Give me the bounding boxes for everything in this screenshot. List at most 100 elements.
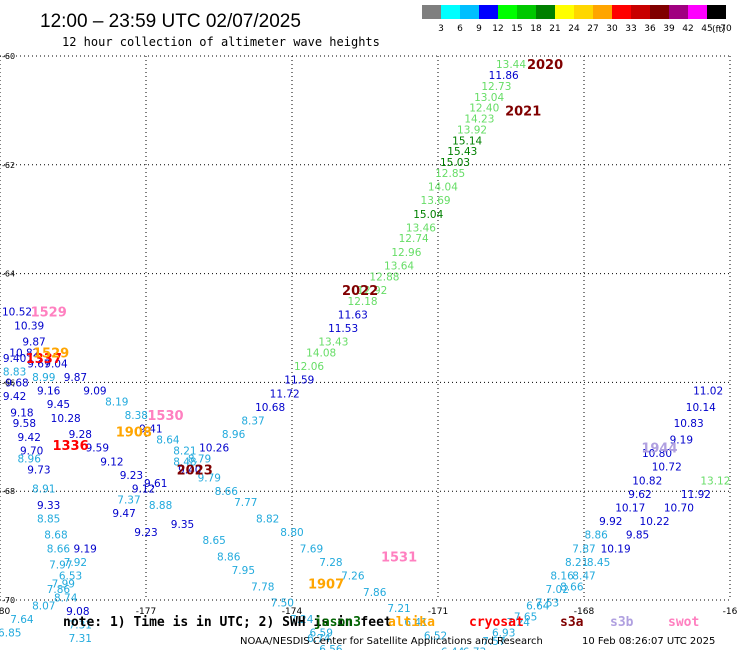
wave-height-point: 9.59 bbox=[86, 443, 109, 455]
wave-height-point: 12.85 bbox=[435, 168, 465, 180]
wave-height-point: 14.08 bbox=[306, 347, 336, 359]
legend-label: 33 bbox=[625, 24, 636, 34]
wave-height-point: 9.23 bbox=[134, 527, 157, 539]
wave-height-point: 7.99 bbox=[52, 579, 75, 591]
satellite-label: jason3 bbox=[314, 615, 361, 630]
wave-height-point: 10.14 bbox=[686, 402, 716, 414]
wave-height-point: 6.59 bbox=[310, 628, 333, 640]
wave-height-point: 8.48 bbox=[173, 456, 196, 468]
time-label: 1529 bbox=[33, 346, 69, 361]
wave-height-point: 9.35 bbox=[171, 519, 194, 531]
wave-height-point: 8.74 bbox=[54, 592, 78, 604]
wave-height-point: 8.66 bbox=[215, 486, 239, 498]
wave-height-point: 9.87 bbox=[22, 337, 45, 349]
wave-height-point: 9.70 bbox=[20, 445, 43, 457]
wave-height-point: 8.37 bbox=[241, 415, 264, 427]
wave-height-point: 13.44 bbox=[496, 59, 526, 71]
legend-label: 45 bbox=[701, 24, 712, 34]
legend-label: 39 bbox=[663, 24, 675, 34]
legend-unit: (ft) bbox=[712, 25, 726, 35]
wave-height-point: 8.65 bbox=[202, 535, 225, 547]
legend-label: 3 bbox=[438, 24, 444, 34]
y-tick-label: -60 bbox=[2, 52, 15, 61]
wave-height-point: 6.53 bbox=[59, 571, 82, 583]
wave-height-point: 10.22 bbox=[640, 516, 670, 528]
tick-labels: -180 -177 -174 -171 -168 -16 -60 -62 -64 -66 -68 -7… bbox=[0, 52, 738, 617]
time-label: 1944 bbox=[641, 442, 677, 457]
wave-height-point: 7.26 bbox=[341, 571, 365, 583]
legend-label: 15 bbox=[511, 24, 522, 34]
y-tick-label: -68 bbox=[2, 487, 15, 496]
legend-swatch bbox=[707, 5, 726, 19]
chart-title: 12:00 – 23:59 UTC 02/07/2025 bbox=[40, 11, 301, 32]
wave-height-point: 7.02 bbox=[546, 584, 569, 596]
wave-height-point: 12.06 bbox=[294, 361, 324, 373]
wave-height-point: 8.66 bbox=[47, 543, 71, 555]
wave-height-point: 12.18 bbox=[348, 296, 378, 308]
wave-height-point: 8.19 bbox=[105, 396, 128, 408]
wave-height-point: 7.77 bbox=[234, 497, 257, 509]
wave-height-point: 8.86 bbox=[217, 551, 241, 563]
legend-label: 24 bbox=[568, 24, 580, 34]
wave-height-point: 9.16 bbox=[37, 386, 61, 398]
wave-height-point: 13.04 bbox=[474, 92, 504, 104]
wave-height-point: 8.85 bbox=[37, 513, 60, 525]
wave-height-point: 9.92 bbox=[599, 516, 622, 528]
legend-label: 9 bbox=[476, 24, 482, 34]
wave-height-point: 6.85 bbox=[0, 628, 21, 640]
wave-height-point: 9.19 bbox=[670, 435, 693, 447]
wave-height-point: 9.62 bbox=[628, 489, 651, 501]
wave-height-point: 9.08 bbox=[66, 606, 89, 618]
wave-height-point: 6.52 bbox=[424, 630, 447, 642]
wave-height-point: 7.31 bbox=[69, 619, 92, 631]
wave-height-point: 10.83 bbox=[674, 418, 704, 430]
legend-swatch bbox=[498, 5, 517, 19]
wave-height-point: 10.70 bbox=[664, 503, 694, 515]
wave-height-point: 13.46 bbox=[406, 222, 436, 234]
wave-height-point: 15.14 bbox=[452, 135, 482, 147]
wave-height-point: 14.23 bbox=[464, 114, 494, 126]
legend-swatch bbox=[688, 5, 707, 19]
legend-label: 70 bbox=[720, 24, 732, 34]
wave-height-point: 9.58 bbox=[13, 418, 36, 430]
y-tick-label: -66 bbox=[2, 378, 15, 387]
wave-height-point: 8.64 bbox=[156, 435, 180, 447]
satellite-label: swot bbox=[668, 615, 699, 630]
satellite-legend: jason3 altika cryosat s3a s3b swot bbox=[314, 615, 699, 630]
wave-height-point: 12.73 bbox=[481, 81, 511, 93]
wave-height-point: 11.72 bbox=[270, 388, 300, 400]
y-tick-label: -62 bbox=[2, 161, 15, 170]
legend-label: 12 bbox=[492, 24, 503, 34]
legend-swatch bbox=[441, 5, 460, 19]
wave-height-point: 9.33 bbox=[37, 500, 60, 512]
wave-height-point: 10.28 bbox=[51, 413, 81, 425]
x-tick-label: -168 bbox=[574, 607, 595, 617]
wave-height-point: 6.93 bbox=[492, 628, 515, 640]
wave-height-point: 8.82 bbox=[256, 513, 279, 525]
wave-height-point: 10.17 bbox=[615, 503, 645, 515]
wave-height-point: 12.40 bbox=[469, 103, 499, 115]
wave-height-point: 8.96 bbox=[222, 429, 246, 441]
wave-height-point: 7.50 bbox=[271, 598, 294, 610]
wave-height-point: 8.66 bbox=[560, 581, 584, 593]
legend-label: 6 bbox=[457, 24, 463, 34]
wave-height-point: 7.53 bbox=[536, 598, 559, 610]
wave-height-point: 7.86 bbox=[363, 587, 387, 599]
satellite-label: cryosat bbox=[469, 615, 524, 630]
legend-swatch bbox=[593, 5, 612, 19]
footer-note: note: 1) Time is in UTC; 2) SWH is in fe… bbox=[63, 615, 392, 630]
wave-height-point: 9.41 bbox=[139, 424, 162, 436]
wave-height-point: 6.64 bbox=[526, 600, 550, 612]
wave-height-point: 11.92 bbox=[681, 489, 711, 501]
wave-height-point: 9.19 bbox=[73, 543, 96, 555]
time-label: 1530 bbox=[147, 409, 183, 424]
wave-height-point: 14.04 bbox=[428, 182, 458, 194]
wave-height-point: 8.80 bbox=[280, 527, 303, 539]
wave-height-point: 13.69 bbox=[421, 195, 451, 207]
wave-height-point: 6.56 bbox=[319, 644, 343, 650]
wave-height-point: 6.41 bbox=[404, 617, 427, 629]
wave-height-point: 7.64 bbox=[10, 614, 34, 626]
time-label: 2021 bbox=[505, 104, 541, 119]
legend-swatch bbox=[517, 5, 536, 19]
